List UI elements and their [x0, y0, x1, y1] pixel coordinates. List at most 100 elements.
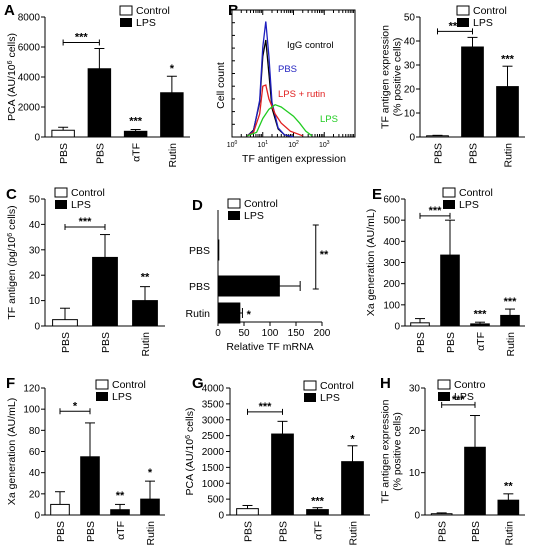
- bar-lps: [470, 323, 490, 327]
- legend-swatch-lps: [304, 393, 316, 402]
- category-label: PBS: [60, 332, 72, 353]
- x-tick-label: 102: [288, 140, 299, 149]
- bar-lps: [110, 509, 130, 516]
- y-tick-label: 60: [29, 447, 41, 458]
- series-label: IgG control: [287, 40, 333, 51]
- category-label: Rutin: [145, 521, 157, 546]
- legend-swatch-control: [119, 5, 133, 16]
- y-tick-label: 100: [383, 300, 400, 311]
- y-tick-label: 50: [29, 195, 41, 206]
- bar-lps: [160, 92, 184, 138]
- legend-label-control: Control: [136, 5, 170, 17]
- y-tick-label: 50: [404, 13, 416, 24]
- y-tick-label: 10: [29, 296, 41, 307]
- y-tick-label: 30: [29, 245, 41, 256]
- y-tick-label: 30: [409, 384, 421, 395]
- panel-label: A: [4, 2, 15, 19]
- x-tick-label: 101: [257, 140, 268, 149]
- legend-label-lps: LPS: [71, 199, 91, 211]
- y-axis-label: Xa generation (AU/mL): [365, 209, 377, 316]
- category-label: Rutin: [185, 308, 210, 320]
- category-label: PBS: [278, 521, 290, 542]
- panel-E: E 0 100 200 300 400 500 600 PBS PBS αTF Rutin *** ***…: [372, 186, 525, 357]
- legend-label-lps: LPS: [320, 392, 340, 404]
- category-label: PBS: [189, 281, 210, 293]
- bar-lps: [92, 256, 118, 327]
- y-axis-label: Xa generation (AU/mL): [6, 398, 18, 505]
- series-label: LPS + rutin: [278, 89, 325, 100]
- y-tick-label: 30: [404, 61, 416, 72]
- y-tick-label: 0: [409, 133, 415, 144]
- legend-label-lps: LPS: [136, 17, 156, 29]
- panel-label: H: [380, 375, 391, 392]
- bar-lps: [440, 254, 460, 327]
- y-tick-label: 1500: [202, 463, 225, 474]
- bar-control: [217, 239, 220, 261]
- y-tick-label: 80: [29, 426, 41, 437]
- significance-label: ***: [474, 309, 488, 321]
- bar-lps: [217, 302, 241, 324]
- significance-label: ***: [79, 216, 93, 228]
- significance-label: ***: [501, 54, 515, 66]
- bar-control: [426, 135, 449, 138]
- y-tick-label: 0: [34, 133, 40, 144]
- y-tick-label: 600: [383, 195, 400, 206]
- significance-label: *: [148, 467, 153, 479]
- legend-swatch-lps: [457, 18, 469, 27]
- bar-lps: [132, 300, 158, 327]
- panel-label: E: [372, 186, 382, 203]
- category-label: αTF: [131, 143, 143, 162]
- y-tick-label: 3500: [202, 399, 225, 410]
- bar-control: [52, 319, 78, 327]
- significance-label: ***: [504, 296, 518, 308]
- y-tick-label: 4000: [202, 384, 225, 395]
- legend-swatch-control: [95, 379, 109, 390]
- x-tick-label: 103: [319, 140, 330, 149]
- y-tick-label: 100: [23, 405, 40, 416]
- bar-lps: [461, 46, 484, 138]
- x-tick-label: 0: [215, 328, 221, 339]
- legend-label-control: Control: [459, 187, 493, 199]
- y-tick-label: 4000: [18, 73, 41, 84]
- y-axis-label: TF antigen expression(% positive cells): [379, 399, 403, 503]
- y-tick-label: 2000: [202, 447, 225, 458]
- y-tick-label: 8000: [18, 13, 41, 24]
- bar-lps: [271, 433, 294, 516]
- panel-label: D: [192, 197, 203, 214]
- bar-lps: [306, 509, 329, 516]
- category-label: PBS: [189, 245, 210, 257]
- legend-swatch-lps: [228, 211, 240, 220]
- category-label: Rutin: [140, 332, 152, 357]
- bar-lps: [140, 498, 160, 516]
- bar-lps: [80, 456, 100, 516]
- significance-label: **: [141, 271, 150, 283]
- histogram-curve: [247, 103, 313, 137]
- panel-label: G: [192, 375, 204, 392]
- y-tick-label: 200: [383, 279, 400, 290]
- panel-label: C: [6, 186, 17, 203]
- x-tick-label: 100: [262, 328, 279, 339]
- legend-label-control: Control: [244, 198, 278, 210]
- category-label: PBS: [243, 521, 255, 542]
- legend-swatch-control: [303, 380, 317, 391]
- significance-label: *: [170, 63, 175, 75]
- significance-label: **: [116, 490, 125, 502]
- panel-label: F: [6, 375, 15, 392]
- legend-label-control: Contro: [454, 379, 486, 391]
- category-label: αTF: [115, 521, 127, 540]
- y-tick-label: 1000: [202, 479, 225, 490]
- y-tick-label: 2500: [202, 431, 225, 442]
- series-label: LPS: [320, 114, 338, 125]
- legend-label-lps: LPS: [473, 17, 493, 29]
- legend-swatch-lps: [443, 200, 455, 209]
- y-tick-label: 20: [404, 85, 416, 96]
- y-tick-label: 40: [29, 468, 41, 479]
- significance-label: ***: [452, 394, 466, 406]
- significance-label: ***: [429, 205, 443, 217]
- histogram-curve: [247, 84, 303, 137]
- bar-lps: [217, 275, 280, 297]
